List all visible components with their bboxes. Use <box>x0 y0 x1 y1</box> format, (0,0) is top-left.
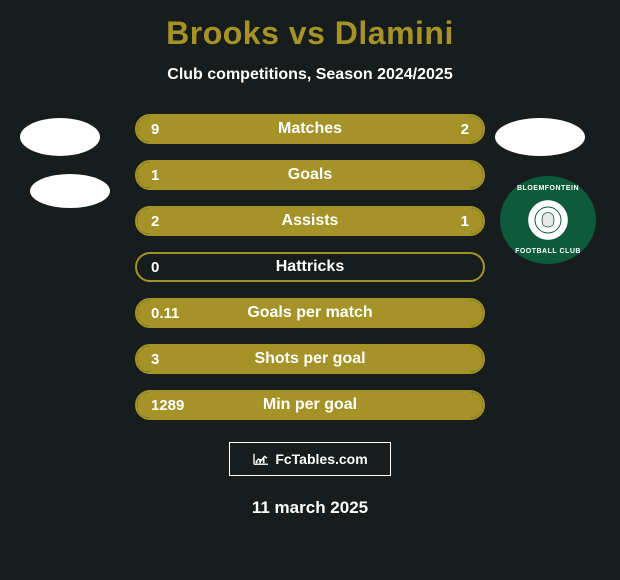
stat-label: Matches <box>137 116 483 142</box>
brand-box: FcTables.com <box>229 442 391 476</box>
stat-value-left: 1 <box>151 162 159 188</box>
stat-row: Goals1 <box>135 160 485 190</box>
infographic-container: Brooks vs Dlamini Club competitions, Sea… <box>0 0 620 580</box>
stat-label: Hattricks <box>137 254 483 280</box>
stat-row: Assists2 1 <box>135 206 485 236</box>
stat-rows: Matches92Goals1Assists21Hattricks0Goals … <box>0 114 620 420</box>
brand-text: FcTables.com <box>275 451 367 467</box>
club-badge-circle: BLOEMFONTEIN FOOTBALL CLUB <box>500 176 596 264</box>
stat-value-right: 2 <box>461 116 469 142</box>
stat-label: Min per goal <box>137 392 483 418</box>
club-badge-text-bottom: FOOTBALL CLUB <box>515 248 581 255</box>
stat-row: Goals per match0.11 <box>135 298 485 328</box>
player-right-avatar <box>495 118 585 156</box>
stat-value-right: 1 <box>461 208 469 234</box>
stat-label: Shots per goal <box>137 346 483 372</box>
stat-value-left: 2 <box>151 208 159 234</box>
page-title: Brooks vs Dlamini <box>0 15 620 52</box>
page-subtitle: Club competitions, Season 2024/2025 <box>0 66 620 84</box>
team-left-badge-placeholder <box>30 174 110 208</box>
date-text: 11 march 2025 <box>0 498 620 518</box>
stat-label: Assists <box>137 208 483 234</box>
stat-row: Shots per goal3 <box>135 344 485 374</box>
player-left-avatar <box>20 118 100 156</box>
stat-row: Min per goal1289 <box>135 390 485 420</box>
stat-label: Goals per match <box>137 300 483 326</box>
stat-value-left: 1289 <box>151 392 184 418</box>
chart-icon <box>252 452 270 466</box>
stat-value-left: 0.11 <box>151 300 179 326</box>
club-crest-icon <box>533 205 563 235</box>
team-right-badge: BLOEMFONTEIN FOOTBALL CLUB <box>500 176 600 264</box>
stat-row: Hattricks0 <box>135 252 485 282</box>
stat-label: Goals <box>137 162 483 188</box>
club-badge-text-top: BLOEMFONTEIN <box>517 185 579 192</box>
stat-value-left: 3 <box>151 346 159 372</box>
stat-value-left: 0 <box>151 254 159 280</box>
stat-value-left: 9 <box>151 116 159 142</box>
stat-row: Matches9 2 <box>135 114 485 144</box>
